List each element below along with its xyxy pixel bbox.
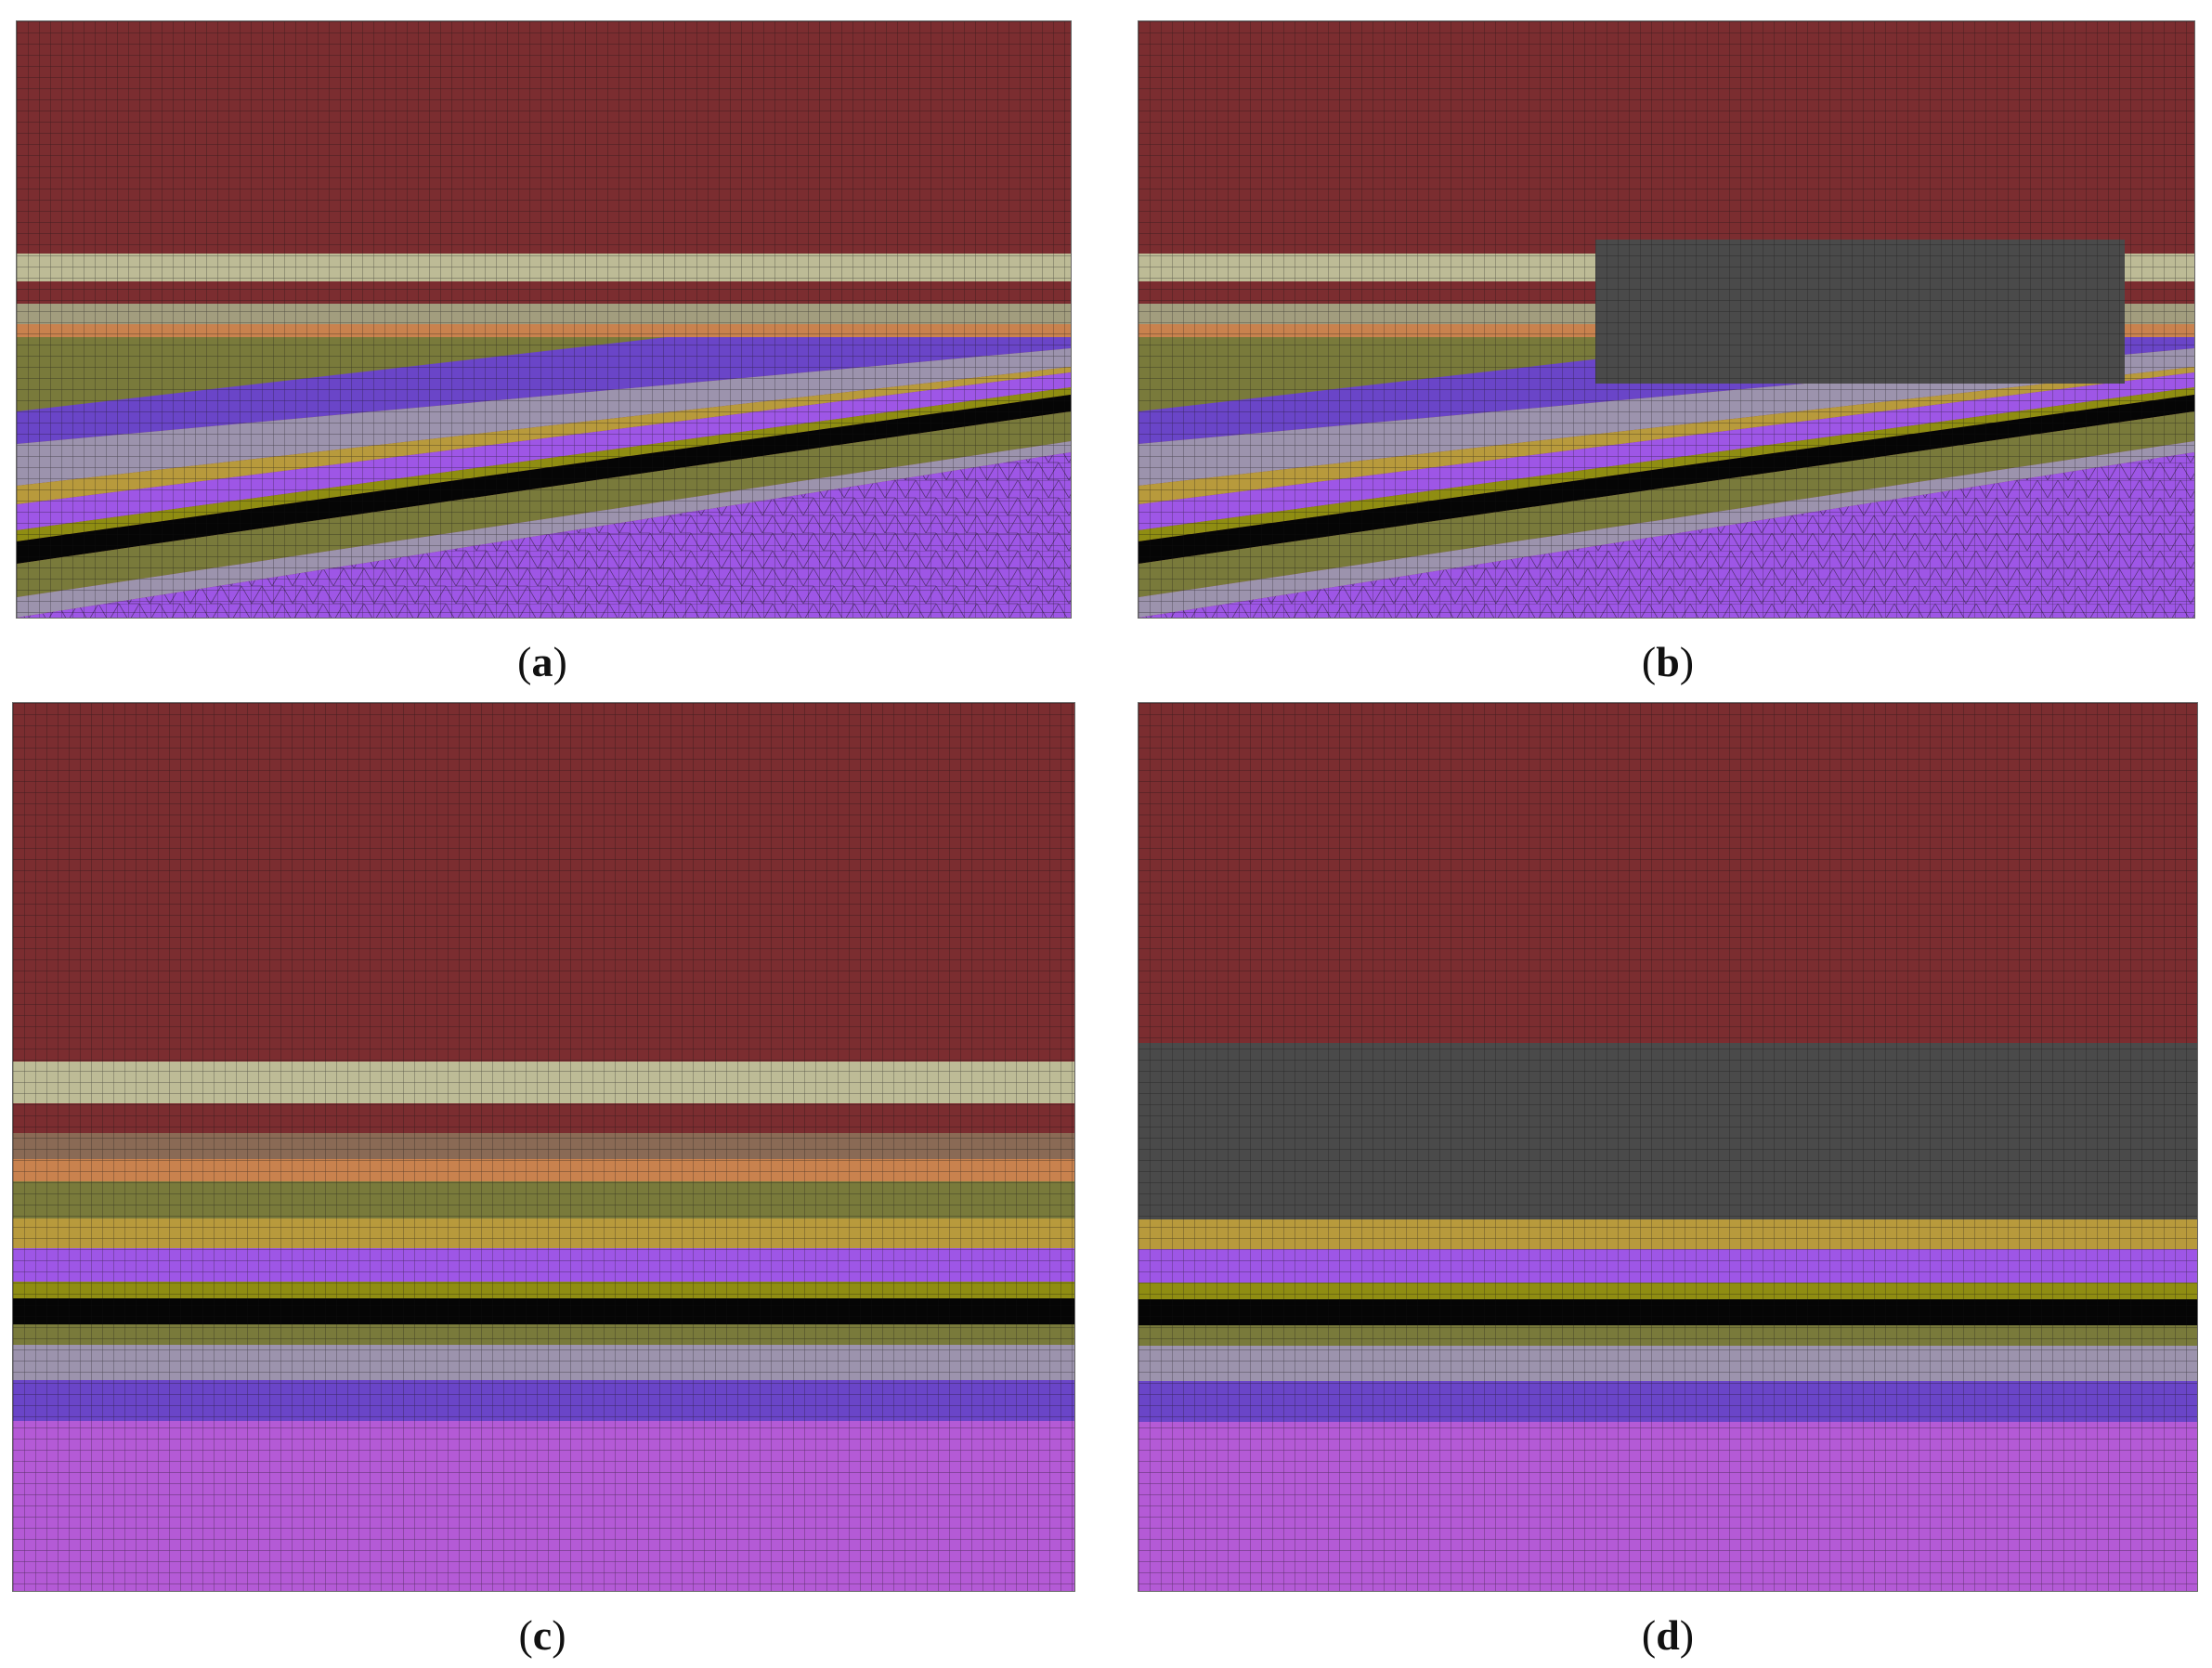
caption-c-letter: c (532, 1611, 553, 1659)
panel-a-svg (17, 21, 1071, 618)
caption-c: (c) (518, 1611, 566, 1659)
caption-b-letter: b (1656, 638, 1680, 685)
triangular-mesh-overlay (17, 452, 1071, 618)
caption-d: (d) (1641, 1611, 1695, 1659)
panel-c-mesh (12, 702, 1075, 1592)
panel-d-svg (1139, 703, 2197, 1591)
panel-d-mesh (1138, 702, 2198, 1592)
mesh-grid-overlay (13, 703, 1074, 1591)
caption-d-letter: d (1656, 1611, 1680, 1659)
caption-a: (a) (517, 638, 567, 685)
triangular-mesh-overlay (1139, 452, 2194, 618)
mesh-grid-overlay (1139, 703, 2197, 1591)
panel-b-svg (1139, 21, 2194, 618)
caption-a-letter: a (531, 638, 553, 685)
panel-a-mesh (16, 20, 1072, 619)
panel-c-svg (13, 703, 1074, 1591)
panel-b-mesh (1138, 20, 2195, 619)
caption-b: (b) (1641, 638, 1695, 685)
